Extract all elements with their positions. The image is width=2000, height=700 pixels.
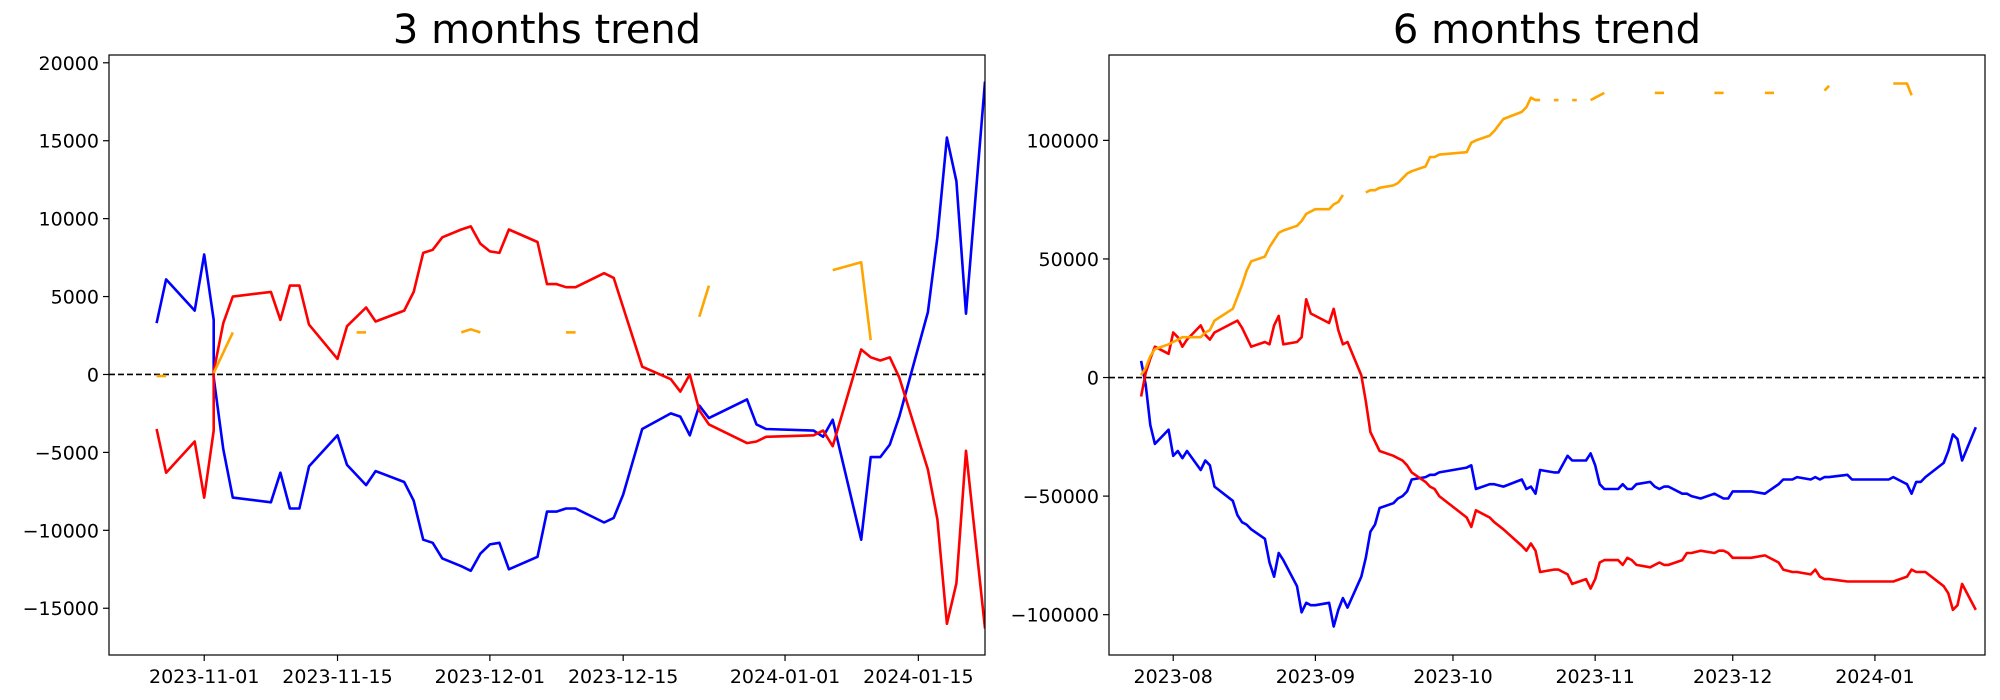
x-tick-label: 2023-11-15	[282, 666, 392, 688]
series-line-1	[1139, 360, 1978, 628]
chart-panel-2: 6 months trend 100000 50000 0 −50000 −100000 2…	[1011, 7, 1986, 688]
x-tick-label: 2023-10	[1413, 666, 1492, 688]
x-tick-label: 2023-11-01	[149, 666, 259, 688]
y-tick-label: −5000	[35, 442, 99, 464]
y-tick-label: −10000	[23, 520, 99, 542]
series-line-3-segment-7	[832, 260, 872, 341]
y-tick-label: −100000	[1011, 605, 1099, 627]
x-tick-label: 2024-01-01	[730, 666, 840, 688]
x-tick-label: 2023-12-15	[568, 666, 678, 688]
x-tick-label: 2024-01-15	[863, 666, 973, 688]
x-tick-label: 2023-09	[1276, 666, 1355, 688]
y-tick-label: −15000	[23, 598, 99, 620]
series-line-3-segment-10	[1893, 82, 1913, 96]
x-tick-label: 2023-11	[1555, 666, 1634, 688]
series-line-1	[155, 81, 985, 573]
series-line-3-segment-6	[698, 285, 711, 318]
y-tick-label: 0	[1087, 368, 1099, 390]
y-tick-label: −50000	[1023, 486, 1099, 508]
plot-frame	[108, 54, 986, 656]
series-line-3-segment-4	[460, 327, 481, 334]
chart-title: 6 months trend	[1393, 7, 1701, 53]
series-group	[155, 81, 985, 629]
chart-panel-1: 3 months trend 20000 15000 10000 5000 0 −5000 −…	[23, 7, 986, 688]
y-tick-label: 0	[87, 364, 99, 386]
series-group	[1139, 82, 1978, 628]
y-tick-label: 5000	[51, 287, 99, 309]
series-line-3-segment-5	[1589, 91, 1605, 102]
y-tick-label: 100000	[1026, 130, 1099, 152]
series-line-3-segment-2	[1365, 96, 1541, 194]
plot-frame	[1108, 54, 1986, 656]
y-tick-label: 20000	[39, 53, 99, 75]
y-tick-label: 10000	[39, 209, 99, 231]
x-tick-label: 2023-12-01	[435, 666, 545, 688]
series-line-2	[1139, 297, 1977, 612]
series-line-3-segment-9	[1823, 84, 1831, 92]
x-tick-label: 2024-01	[1835, 666, 1914, 688]
series-line-3-segment-2	[212, 331, 234, 374]
x-tick-label: 2023-08	[1134, 666, 1213, 688]
series-line-2	[155, 225, 985, 629]
y-tick-label: 15000	[39, 131, 99, 153]
x-tick-label: 2023-12	[1693, 666, 1772, 688]
series-line-3-segment-1	[1140, 194, 1344, 376]
y-tick-label: 50000	[1039, 249, 1099, 271]
chart-title: 3 months trend	[393, 7, 701, 53]
